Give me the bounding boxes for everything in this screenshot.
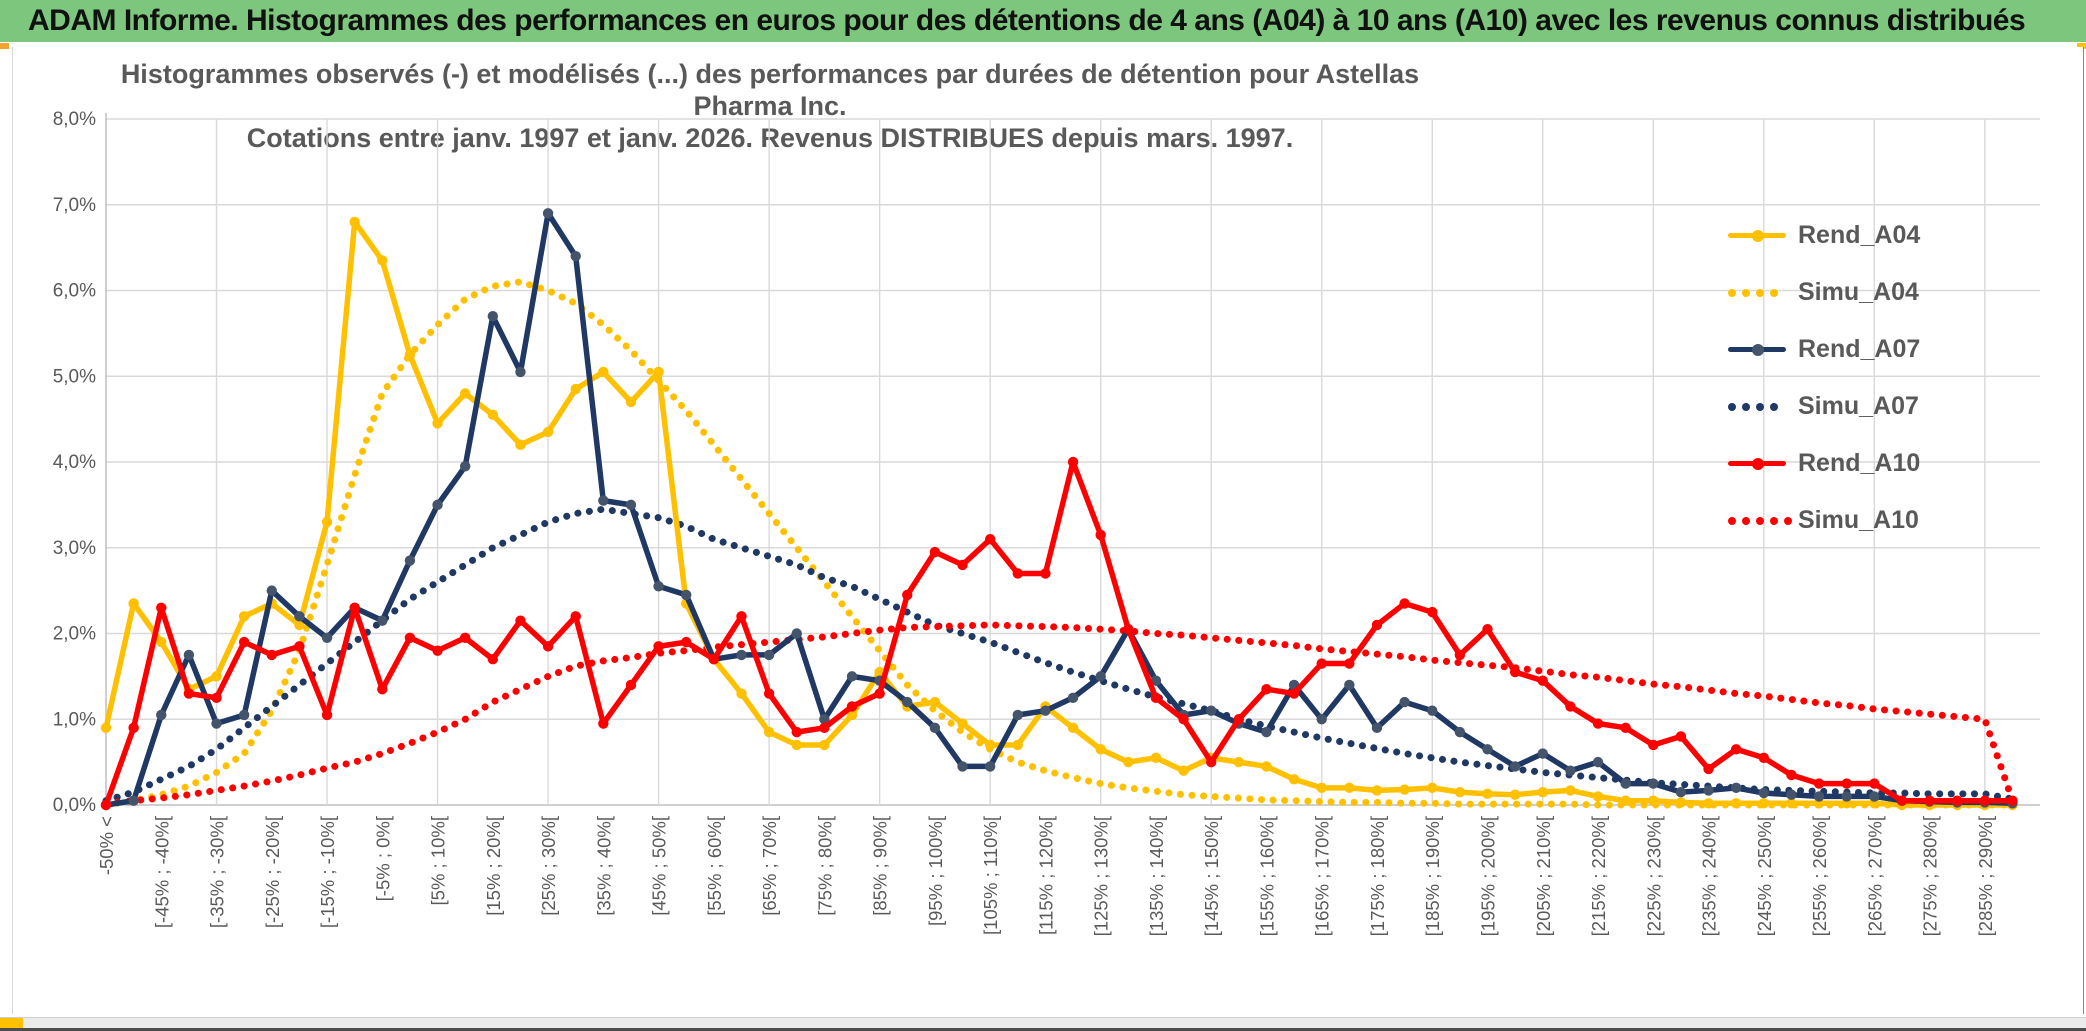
legend-label: Rend_A04 (1798, 221, 1921, 249)
x-axis-tick-label: [275% ; 280%[ (1920, 816, 1941, 936)
title-banner: ADAM Informe. Histogrammes des performan… (0, 0, 2086, 42)
bottom-edge-bar (0, 1028, 2086, 1031)
y-axis-tick-label: 8,0% (53, 109, 96, 130)
x-axis-tick-label: -50% < (96, 816, 117, 875)
x-axis-tick-label: [175% ; 180%[ (1367, 816, 1388, 936)
x-axis-tick-label: [105% ; 110%[ (980, 816, 1001, 935)
x-axis-tick-label: [45% ; 50%[ (649, 816, 670, 916)
legend-item-rend-a07[interactable]: Rend_A07 (1728, 321, 1920, 378)
legend-label: Rend_A10 (1798, 449, 1921, 477)
x-axis-tick-label: [55% ; 60%[ (704, 816, 725, 916)
series-Simu_A07 (102, 505, 2016, 805)
chart-title: Histogrammes observés (-) et modélisés (… (100, 58, 1440, 154)
legend-label: Simu_A07 (1798, 392, 1919, 420)
legend-item-simu-a04[interactable]: Simu_A04 (1728, 264, 1920, 321)
y-axis-tick-label: 4,0% (53, 452, 96, 473)
x-axis-tick-label: [5% ; 10%[ (428, 816, 449, 905)
x-axis-tick-label: [235% ; 240%[ (1699, 816, 1720, 936)
x-axis-tick-label: [85% ; 90%[ (870, 816, 891, 916)
rend-a04-line-swatch-icon (1728, 229, 1790, 242)
simu-a04-dotted-swatch-icon (1728, 288, 1790, 297)
series-Rend_A04 (103, 219, 2016, 808)
x-axis-tick-label: [-35% ; -30%[ (207, 816, 228, 928)
y-axis-tick-label: 7,0% (53, 195, 96, 216)
x-axis-tick-label: [-15% ; -10%[ (317, 816, 338, 928)
y-axis-tick-label: 0,0% (53, 795, 96, 816)
y-axis-tick-label: 3,0% (53, 538, 96, 559)
corner-mark-top-right (2077, 43, 2086, 49)
simu-a07-dotted-swatch-icon (1728, 402, 1790, 411)
x-axis-tick-label: [-5% ; 0%[ (372, 816, 393, 901)
rend-a10-line-swatch-icon (1728, 457, 1790, 470)
legend-label: Simu_A04 (1798, 278, 1919, 306)
x-axis-tick-label: [245% ; 250%[ (1754, 816, 1775, 936)
chart-title-line1: Histogrammes observés (-) et modélisés (… (120, 59, 1420, 121)
y-axis-tick-label: 6,0% (53, 281, 96, 302)
x-axis-tick-label: [15% ; 20%[ (483, 816, 504, 916)
series-Rend_A10 (103, 459, 2016, 808)
chart-title-line2: Cotations entre janv. 1997 et janv. 2026… (246, 123, 1294, 153)
bottom-scrollbar-strip[interactable] (0, 1017, 2086, 1031)
x-axis-tick-label: [115% ; 120%[ (1035, 816, 1056, 935)
x-axis-tick-label: [145% ; 150%[ (1201, 816, 1222, 936)
x-axis-tick-label: [155% ; 160%[ (1256, 816, 1277, 936)
y-axis-tick-label: 5,0% (53, 366, 96, 387)
bottom-left-tab[interactable] (0, 1018, 23, 1028)
y-axis-tick-label: 1,0% (53, 709, 96, 730)
x-axis-tick-label: [35% ; 40%[ (593, 816, 614, 916)
x-axis-tick-label: [165% ; 170%[ (1312, 816, 1333, 936)
corner-mark-top-left (0, 43, 9, 49)
legend-item-simu-a07[interactable]: Simu_A07 (1728, 378, 1920, 435)
simu-a10-dotted-swatch-icon (1728, 516, 1792, 525)
legend-item-simu-a10[interactable]: Simu_A10 (1728, 492, 1920, 549)
x-axis-tick-label: [285% ; 290%[ (1975, 816, 1996, 936)
x-axis-tick-label: [265% ; 270%[ (1864, 816, 1885, 936)
x-axis-tick-label: [205% ; 210%[ (1533, 816, 1554, 936)
x-axis-tick-label: [25% ; 30%[ (538, 816, 559, 916)
series-Simu_A04 (102, 278, 2016, 809)
chart-legend: Rend_A04 Simu_A04 Rend_A07 Simu_A07 (1728, 207, 1920, 549)
chart-card (12, 47, 2084, 1014)
x-axis-tick-label: [-25% ; -20%[ (262, 816, 283, 928)
legend-item-rend-a04[interactable]: Rend_A04 (1728, 207, 1920, 264)
legend-item-rend-a10[interactable]: Rend_A10 (1728, 435, 1920, 492)
rend-a07-line-swatch-icon (1728, 343, 1790, 356)
x-axis-tick-label: [215% ; 220%[ (1588, 816, 1609, 936)
x-axis-tick-label: [185% ; 190%[ (1422, 816, 1443, 936)
legend-label: Rend_A07 (1798, 335, 1921, 363)
x-axis-tick-label: [75% ; 80%[ (814, 816, 835, 916)
x-axis-tick-label: [95% ; 100%[ (925, 816, 946, 926)
series-Simu_A10 (102, 621, 2016, 807)
y-axis-tick-label: 2,0% (53, 624, 96, 645)
legend-label: Simu_A10 (1798, 506, 1919, 534)
x-axis-tick-label: [195% ; 200%[ (1478, 816, 1499, 936)
x-axis-tick-label: [225% ; 230%[ (1643, 816, 1664, 936)
x-axis-tick-label: [65% ; 70%[ (759, 816, 780, 916)
x-axis-tick-label: [-45% ; -40%[ (151, 816, 172, 928)
x-axis-tick-label: [255% ; 260%[ (1809, 816, 1830, 936)
x-axis-tick-label: [135% ; 140%[ (1146, 816, 1167, 936)
x-axis-tick-label: [125% ; 130%[ (1091, 816, 1112, 936)
series-Rend_A07 (103, 210, 2016, 808)
window-title: ADAM Informe. Histogrammes des performan… (28, 4, 2026, 37)
